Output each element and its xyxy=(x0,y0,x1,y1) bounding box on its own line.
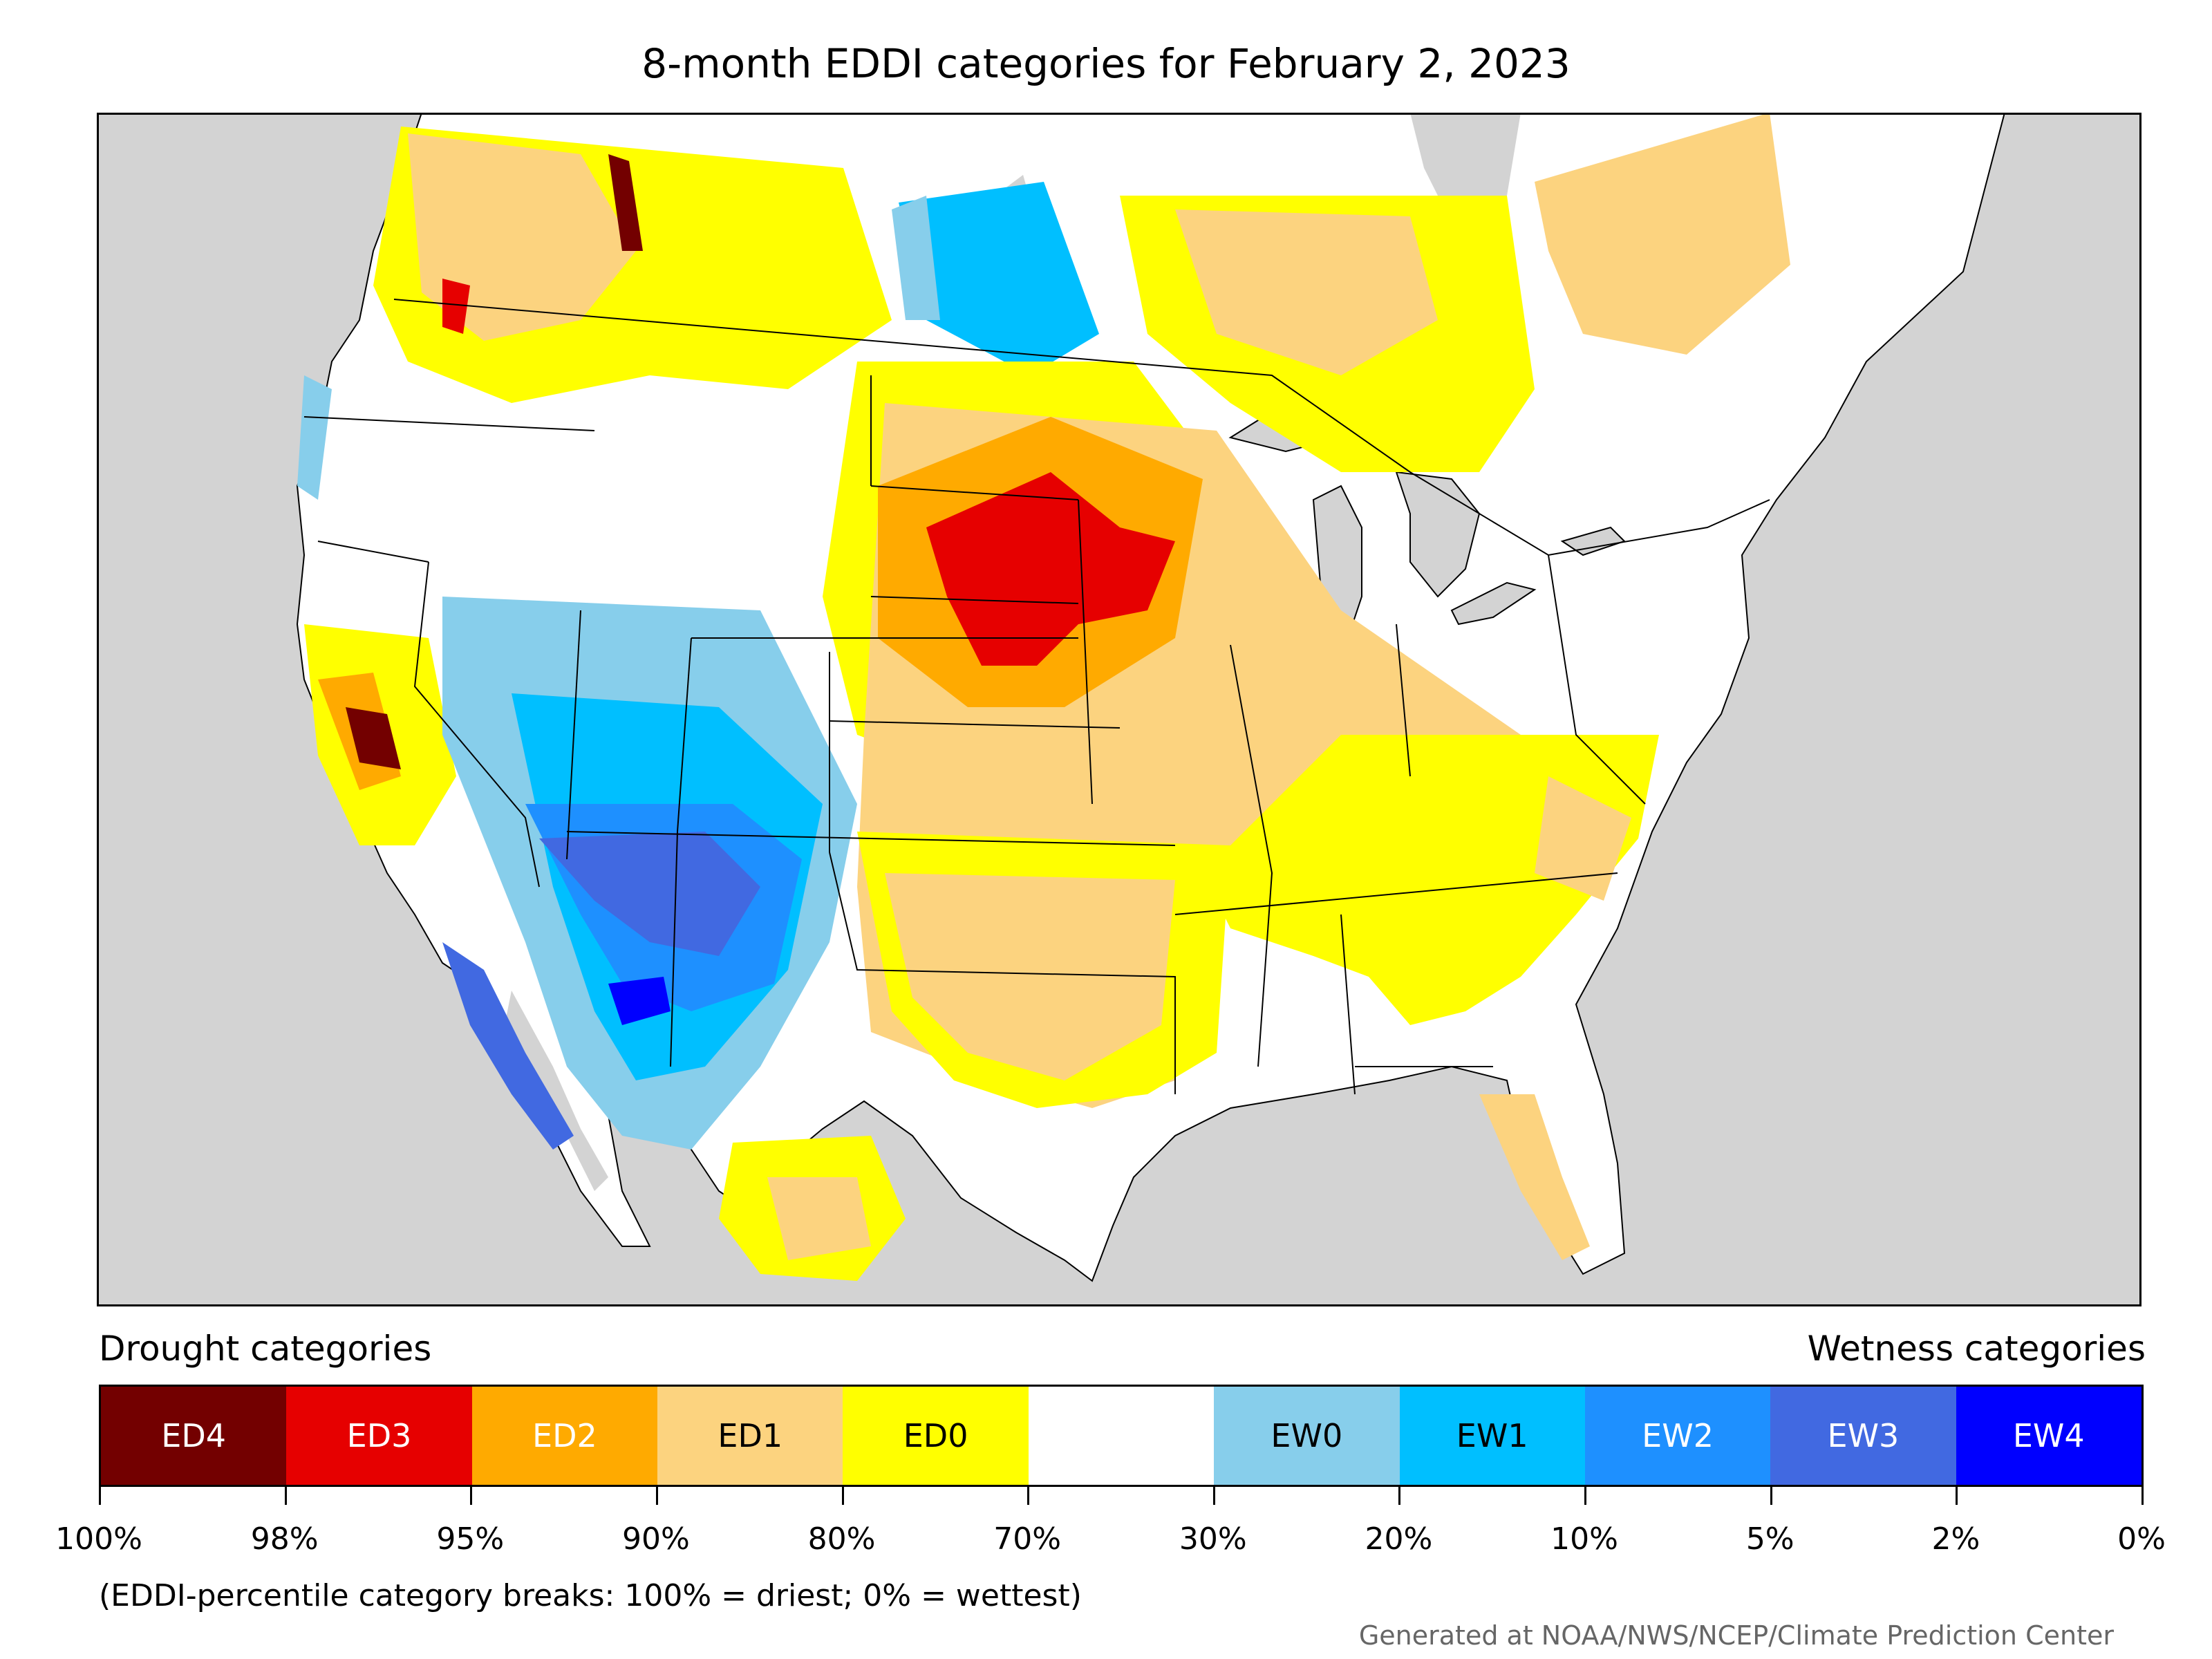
state-line-tn-south xyxy=(1174,872,1618,915)
patch-ew0-saskatchewan xyxy=(892,196,940,320)
colorbar-tick xyxy=(2141,1487,2144,1505)
state-line-nm-az xyxy=(670,831,678,1067)
colorbar-tick-label: 10% xyxy=(1550,1521,1618,1557)
colorbar-cell-ew3: EW3 xyxy=(1770,1387,1956,1485)
colorbar-cell-ew1: EW1 xyxy=(1399,1387,1585,1485)
us-canada-border xyxy=(393,299,1770,556)
patch-ed4-bc xyxy=(608,154,643,251)
patch-ew1-oregon xyxy=(297,375,332,500)
chart-title: 8-month EDDI categories for February 2, … xyxy=(641,40,1571,87)
eddi-map xyxy=(97,113,2141,1306)
state-line-sd-ne xyxy=(870,596,1079,604)
state-line-lat-40 xyxy=(829,720,1121,729)
colorbar-cell-ew2: EW2 xyxy=(1584,1387,1771,1485)
map-frame xyxy=(97,113,2141,1306)
colorbar-cell-ed0: ED0 xyxy=(843,1387,1029,1485)
state-line-ca-nv xyxy=(413,561,540,888)
colorbar-tick xyxy=(655,1487,658,1505)
patch-ed3-plains xyxy=(926,472,1175,666)
patch-ed1-florida xyxy=(1479,1094,1590,1260)
patch-ed1-south-texas xyxy=(767,1177,871,1260)
colorbar-tick xyxy=(1027,1487,1030,1505)
lake-erie xyxy=(1450,581,1537,626)
percentile-note: (EDDI-percentile category breaks: 100% =… xyxy=(99,1578,1082,1613)
colorbar-cell-ed2: ED2 xyxy=(471,1387,658,1485)
patch-ed1-texas xyxy=(885,873,1175,1080)
wetness-legend-label: Wetness categories xyxy=(1807,1329,2146,1369)
colorbar-tick xyxy=(1212,1487,1215,1505)
colorbar-cell-ed3: ED3 xyxy=(286,1387,472,1485)
state-line-or-ca xyxy=(317,541,429,563)
patch-ew4-arizona xyxy=(608,977,671,1025)
patch-ed1-east-canada xyxy=(1175,209,1438,375)
colorbar-tick-label: 20% xyxy=(1365,1521,1433,1557)
colorbar-tick-label: 80% xyxy=(807,1521,876,1557)
gulf-of-california xyxy=(505,991,608,1191)
colorbar-tick xyxy=(1584,1487,1587,1505)
colorbar-tick xyxy=(1398,1487,1401,1505)
eddi-patches xyxy=(297,113,1790,1281)
colorbar-ticks: 100% 98% 95% 90% 80% 70% 30% 20% 10% 5% 2% 0% xyxy=(55,1487,2166,1557)
colorbar-tick-label: 5% xyxy=(1745,1521,1794,1557)
patch-ed4-california xyxy=(346,707,401,769)
patch-ew3-southwest xyxy=(539,832,760,956)
state-line-mn-ia xyxy=(1078,499,1093,805)
colorbar-cell-ed1: ED1 xyxy=(657,1387,843,1485)
lake-huron xyxy=(1395,471,1481,598)
colorbar-tick-label: 0% xyxy=(2117,1521,2166,1557)
colorbar-tick xyxy=(1956,1487,1958,1505)
state-line-ut-co xyxy=(677,637,692,832)
colorbar-cell-neutral xyxy=(1028,1387,1215,1485)
state-line-al-ga xyxy=(1340,914,1356,1095)
colorbar-tick-label: 98% xyxy=(250,1521,319,1557)
colorbar-cell-ed4: ED4 xyxy=(101,1387,287,1485)
boundaries xyxy=(303,299,1770,1095)
colorbar-tick-label: 70% xyxy=(993,1521,1062,1557)
patch-ed1-quebec xyxy=(1535,113,1790,355)
colorbar-tick-label: 30% xyxy=(1179,1521,1247,1557)
colorbar-cell-ew4: EW4 xyxy=(1956,1387,2141,1485)
category-colorbar: ED4 ED3 ED2 ED1 ED0 EW0 EW1 EW2 EW3 EW4 xyxy=(99,1385,2144,1487)
colorbar-tick xyxy=(284,1487,287,1505)
colorbar-tick-label: 100% xyxy=(55,1521,142,1557)
state-line-lat-37 xyxy=(566,831,1176,846)
state-line-east-coast xyxy=(1548,554,1646,805)
state-line-nd-sd xyxy=(870,485,1079,500)
colorbar-tick xyxy=(99,1487,101,1505)
patch-ed3-wa xyxy=(442,279,470,334)
state-line-nv-ut xyxy=(566,610,581,860)
colorbar-tick xyxy=(1770,1487,1772,1505)
credit-line: Generated at NOAA/NWS/NCEP/Climate Predi… xyxy=(1358,1620,2114,1651)
colorbar-tick xyxy=(841,1487,844,1505)
colorbar-tick-label: 90% xyxy=(622,1521,690,1557)
state-line-mississippi xyxy=(1230,644,1273,1067)
patch-ew1-saskatchewan xyxy=(899,182,1099,375)
patch-ed1-carolina xyxy=(1535,776,1631,901)
drought-legend-label: Drought categories xyxy=(99,1329,432,1369)
state-line-texas xyxy=(829,852,1176,1094)
colorbar-tick xyxy=(470,1487,473,1505)
state-line-oh-in xyxy=(1396,624,1411,777)
state-line-wa-or xyxy=(303,416,595,431)
colorbar-tick-label: 2% xyxy=(1931,1521,1980,1557)
patch-ew3-baja xyxy=(442,942,574,1150)
colorbar-tick-label: 95% xyxy=(436,1521,505,1557)
colorbar-cell-ew0: EW0 xyxy=(1214,1387,1400,1485)
